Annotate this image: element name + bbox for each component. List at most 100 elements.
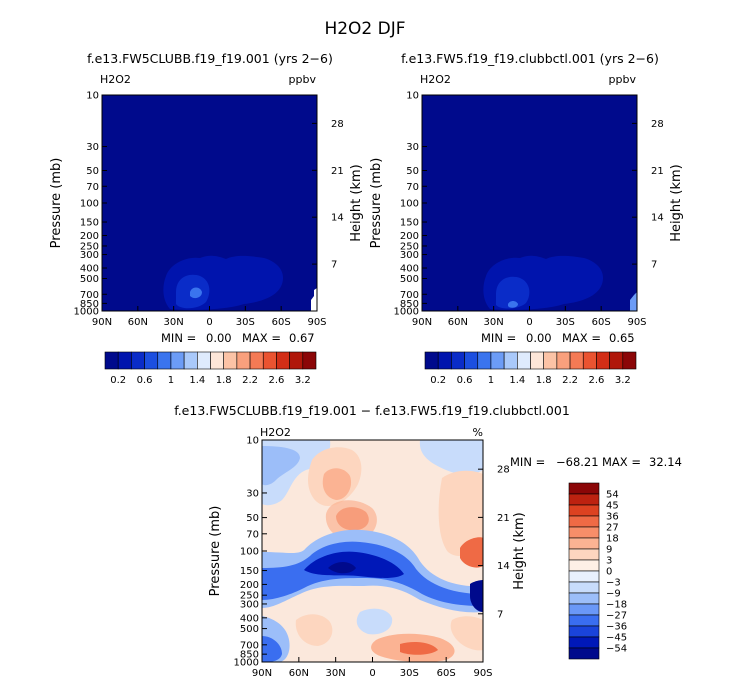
panel-top-right: f.e13.FW5.f19_f19.clubbctl.001 (yrs 2−6)… bbox=[369, 51, 684, 386]
colorbar-box bbox=[464, 351, 479, 370]
colorbar-label: 9 bbox=[606, 545, 612, 556]
pressure-tick-label: 850 bbox=[400, 299, 419, 310]
height-tick-label: 7 bbox=[497, 609, 503, 620]
lat-tick-label: 90N bbox=[252, 668, 272, 679]
height-tick-label: 14 bbox=[331, 213, 344, 224]
colorbar-label: 1.4 bbox=[509, 375, 525, 386]
lat-tick-label: 90S bbox=[307, 317, 326, 328]
colorbar-box bbox=[437, 351, 452, 370]
panel-c-blue-upper-right bbox=[419, 440, 483, 475]
panel-c-red-upper-mid-2 bbox=[322, 468, 352, 500]
panel-a-max-value: 0.67 bbox=[289, 331, 315, 345]
pressure-tick-label: 1000 bbox=[74, 307, 99, 318]
colorbar-box bbox=[568, 515, 600, 528]
colorbar-box bbox=[276, 351, 290, 370]
panel-c-red-lower-left bbox=[295, 614, 333, 646]
pressure-tick-label: 700 bbox=[400, 290, 419, 301]
colorbar-box bbox=[477, 351, 492, 370]
pressure-tick-label: 700 bbox=[240, 640, 259, 651]
colorbar-label: 0.6 bbox=[137, 375, 153, 386]
pressure-tick-label: 700 bbox=[80, 290, 99, 301]
panel-b-max-value: 0.65 bbox=[609, 331, 635, 345]
pressure-tick-label: 10 bbox=[246, 436, 259, 447]
colorbar-box bbox=[568, 493, 600, 506]
pressure-tick-label: 50 bbox=[406, 166, 419, 177]
height-tick-label: 28 bbox=[651, 119, 664, 130]
colorbar-box bbox=[568, 647, 600, 660]
height-tick-label: 7 bbox=[331, 260, 337, 271]
pressure-tick-label: 250 bbox=[240, 591, 259, 602]
lat-tick-label: 90N bbox=[412, 317, 432, 328]
lat-tick-label: 30S bbox=[556, 317, 575, 328]
colorbar-label: 3 bbox=[606, 556, 612, 567]
colorbar-box bbox=[568, 537, 600, 550]
colorbar-label: 0.6 bbox=[457, 375, 473, 386]
colorbar-box bbox=[622, 351, 637, 370]
pressure-tick-label: 200 bbox=[400, 231, 419, 242]
colorbar-label: 3.2 bbox=[295, 375, 311, 386]
panel-b-colorbar: 0.2 0.6 1 1.4 1.8 2.2 2.6 3.2 bbox=[424, 351, 637, 386]
lat-tick-label: 0 bbox=[206, 317, 212, 328]
colorbar-box bbox=[117, 351, 132, 370]
height-tick-label: 21 bbox=[497, 513, 510, 524]
pressure-tick-label: 30 bbox=[406, 142, 419, 153]
panel-c-blue-band-core bbox=[304, 551, 404, 578]
lat-tick-label: 30N bbox=[326, 668, 346, 679]
pressure-tick-label: 200 bbox=[80, 231, 99, 242]
colorbar-box bbox=[568, 581, 600, 594]
pressure-tick-label: 100 bbox=[80, 199, 99, 210]
pressure-tick-label: 200 bbox=[240, 580, 259, 591]
colorbar-box bbox=[236, 351, 251, 370]
pressure-tick-label: 850 bbox=[80, 299, 99, 310]
colorbar-box bbox=[210, 351, 224, 370]
pressure-tick-label: 400 bbox=[80, 264, 99, 275]
panel-c-blue-lower-mid bbox=[356, 608, 393, 635]
colorbar-box bbox=[543, 351, 558, 370]
panel-b-max-label: MAX = bbox=[562, 331, 601, 345]
lat-tick-label: 90S bbox=[473, 668, 492, 679]
colorbar-box bbox=[568, 504, 600, 517]
colorbar-label: −9 bbox=[606, 589, 621, 600]
colorbar-box bbox=[503, 351, 518, 370]
lat-tick-label: 60S bbox=[592, 317, 611, 328]
colorbar-box bbox=[568, 526, 600, 539]
colorbar-box bbox=[582, 351, 597, 370]
pressure-tick-label: 150 bbox=[240, 566, 259, 577]
panel-c-blue-lower-left-core bbox=[262, 636, 282, 662]
colorbar-label: −45 bbox=[606, 633, 627, 644]
height-tick-label: 21 bbox=[331, 166, 344, 177]
panel-c-title: f.e13.FW5CLUBB.f19_f19.001 − f.e13.FW5.f… bbox=[174, 403, 570, 418]
pressure-tick-label: 30 bbox=[86, 142, 99, 153]
lat-tick-label: 90N bbox=[92, 317, 112, 328]
height-tick-label: 21 bbox=[651, 166, 664, 177]
colorbar-label: −36 bbox=[606, 622, 627, 633]
colorbar-box bbox=[262, 351, 277, 370]
panel-b-variable: H2O2 bbox=[420, 73, 451, 86]
colorbar-label: 3.2 bbox=[615, 375, 631, 386]
panel-c-ylabel: Pressure (mb) bbox=[208, 506, 223, 597]
panel-c-lat-ticks: 90N 60N 30N 0 30S 60S 90S bbox=[252, 657, 493, 679]
colorbar-label: 1 bbox=[488, 375, 494, 386]
pressure-tick-label: 100 bbox=[240, 547, 259, 558]
colorbar-box bbox=[289, 351, 304, 370]
pressure-tick-label: 150 bbox=[400, 218, 419, 229]
pressure-tick-label: 400 bbox=[240, 613, 259, 624]
colorbar-box bbox=[144, 351, 159, 370]
panel-a-y2label: Height (km) bbox=[349, 164, 364, 241]
panel-a-height-ticks: 28 21 14 7 bbox=[312, 119, 344, 271]
colorbar-box bbox=[223, 351, 238, 370]
panel-b-plot-area bbox=[422, 95, 637, 311]
pressure-tick-label: 500 bbox=[400, 274, 419, 285]
height-tick-label: 14 bbox=[497, 561, 510, 572]
colorbar-box bbox=[556, 351, 571, 370]
colorbar-box bbox=[568, 548, 600, 561]
panel-b-ylabel: Pressure (mb) bbox=[369, 158, 384, 249]
panel-b-y2label: Height (km) bbox=[669, 164, 684, 241]
pressure-tick-label: 400 bbox=[400, 264, 419, 275]
panel-a-units: ppbv bbox=[289, 73, 317, 86]
colorbar-label: 36 bbox=[606, 512, 619, 523]
height-tick-label: 7 bbox=[651, 260, 657, 271]
panel-c-max-value: 32.14 bbox=[649, 455, 682, 469]
panel-c-blue-upper-left-core bbox=[262, 446, 300, 486]
